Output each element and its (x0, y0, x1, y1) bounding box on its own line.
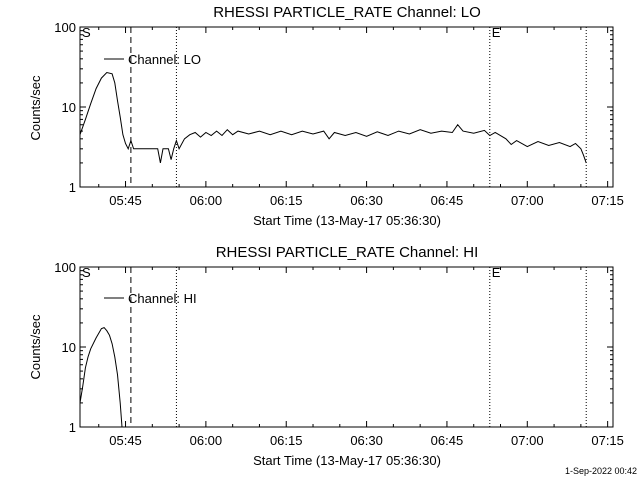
marker-label: S (82, 25, 91, 40)
series-line (79, 327, 123, 428)
x-axis-label: Start Time (13-May-17 05:36:30) (253, 213, 441, 228)
plot-area: 05:45 06:00 06:15 06:30 06:45 07:00 07:15 1 10 10… (54, 260, 624, 448)
series-line (79, 71, 587, 164)
legend: Channel: HI (104, 291, 197, 306)
x-tick-label: 07:00 (511, 193, 544, 208)
y-tick-label: 100 (54, 20, 76, 35)
x-tick-label: 06:30 (350, 193, 383, 208)
y-tick-label: 10 (62, 100, 76, 115)
marker-label: E (492, 265, 501, 280)
x-tick-label: 06:15 (270, 433, 303, 448)
y-tick-label: 1 (69, 420, 76, 435)
footer-timestamp: 1-Sep-2022 00:42 (565, 466, 637, 476)
x-tick-label: 06:30 (350, 433, 383, 448)
lo-channel-panel: RHESSI PARTICLE_RATE Channel: LO Counts/… (28, 4, 624, 228)
legend-label: Channel: LO (128, 52, 201, 67)
chart-title: RHESSI PARTICLE_RATE Channel: LO (213, 4, 481, 21)
y-tick-label: 1 (69, 180, 76, 195)
x-tick-label: 06:15 (270, 193, 303, 208)
x-tick-label: 07:15 (591, 433, 624, 448)
x-tick-label: 07:15 (591, 193, 624, 208)
x-tick-label: 07:00 (511, 433, 544, 448)
y-axis-label: Counts/sec (28, 75, 43, 141)
plot-frame (79, 26, 614, 188)
legend-label: Channel: HI (128, 291, 197, 306)
legend: Channel: LO (104, 52, 201, 67)
marker-label: S (82, 265, 91, 280)
x-tick-label: 06:00 (190, 193, 223, 208)
hi-channel-panel: RHESSI PARTICLE_RATE Channel: HI Counts/… (28, 244, 624, 468)
y-tick-label: 10 (62, 340, 76, 355)
y-tick-label: 100 (54, 260, 76, 275)
chart-title: RHESSI PARTICLE_RATE Channel: HI (216, 244, 479, 261)
x-tick-label: 06:45 (431, 193, 464, 208)
marker-label: E (492, 25, 501, 40)
x-axis-label: Start Time (13-May-17 05:36:30) (253, 453, 441, 468)
plot-area: 05:45 06:00 06:15 06:30 06:45 07:00 07:15 1 10 10… (54, 20, 624, 208)
y-axis-label: Counts/sec (28, 314, 43, 380)
x-tick-label: 06:45 (431, 433, 464, 448)
x-tick-label: 05:45 (109, 433, 142, 448)
x-tick-label: 06:00 (190, 433, 223, 448)
x-tick-label: 05:45 (109, 193, 142, 208)
